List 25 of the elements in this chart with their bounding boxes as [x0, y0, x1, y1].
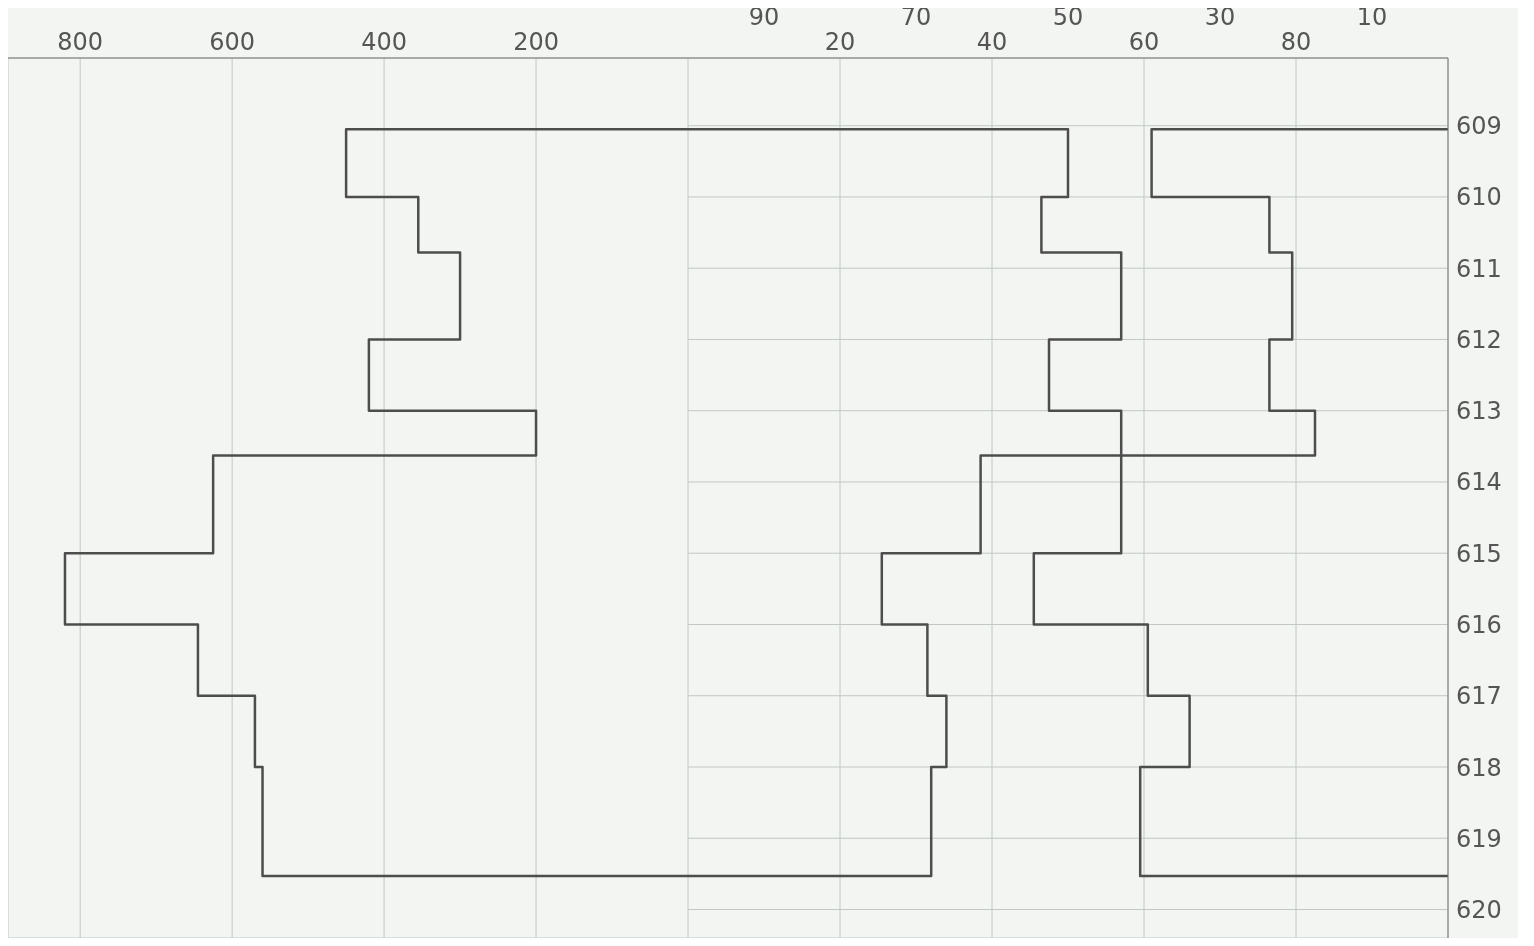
- x2-tick-label: 50: [1052, 3, 1084, 31]
- x-tick-label: 600: [209, 28, 256, 56]
- x2-tick-label: 70: [900, 3, 932, 31]
- y-tick-label: 613: [1456, 397, 1502, 426]
- x-tick-label: 200: [513, 28, 559, 56]
- x-tick-label: 20: [824, 28, 856, 56]
- x2-tick-label: 90: [748, 3, 780, 31]
- x-tick-label: 800: [57, 28, 104, 56]
- y-tick-label: 612: [1456, 325, 1502, 354]
- y-tick-label: 609: [1456, 112, 1502, 141]
- y-tick-label: 617: [1456, 682, 1502, 711]
- x-tick-label: 60: [1128, 28, 1160, 56]
- x-tick-label: 400: [361, 28, 407, 56]
- x2-tick-label: 30: [1204, 3, 1236, 31]
- y-tick-label: 614: [1456, 468, 1502, 497]
- y-tick-label: 618: [1456, 753, 1502, 782]
- y-tick-label: 611: [1456, 254, 1502, 283]
- y-tick-label: 610: [1456, 183, 1502, 212]
- y-tick-label: 619: [1456, 824, 1502, 853]
- x-tick-label: 80: [1280, 28, 1312, 56]
- x2-tick-label: 10: [1356, 3, 1388, 31]
- x-tick-label: 40: [976, 28, 1008, 56]
- y-tick-label: 615: [1456, 539, 1502, 568]
- y-tick-label: 616: [1456, 611, 1502, 639]
- y-tick-label: 620: [1456, 896, 1502, 925]
